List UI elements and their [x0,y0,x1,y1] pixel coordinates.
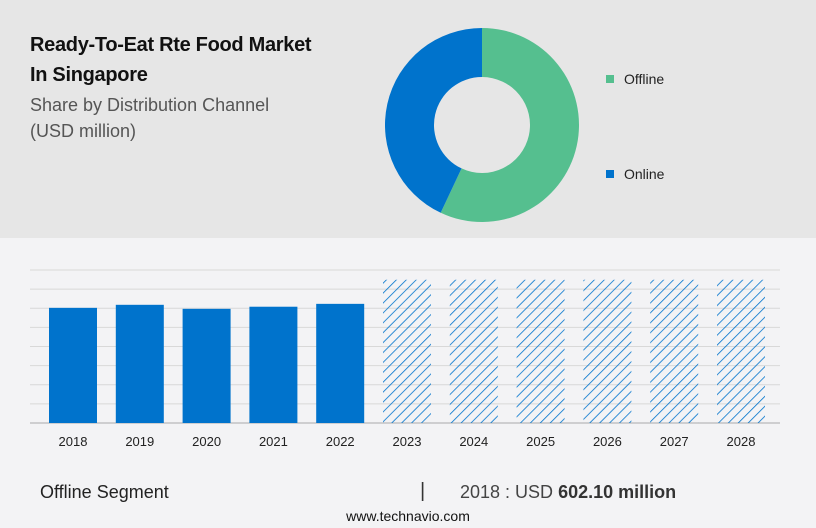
bar-2021 [249,306,298,423]
title-line-1: Ready-To-Eat Rte Food Market [30,34,312,56]
donut-chart [385,28,579,223]
x-tick-label-2028: 2028 [727,434,756,449]
x-tick-label-2020: 2020 [192,434,221,449]
forecast-bar-2027 [650,279,699,423]
x-tick-label-2019: 2019 [125,434,154,449]
bar-2018 [49,307,97,423]
x-tick-label-2018: 2018 [59,434,88,449]
forecast-bar-2025 [516,279,565,423]
legend-swatch-online [606,170,614,178]
bar-chart: 2018 2019 2020 2021 2022 2023 2024 2025 2026 2027… [30,269,780,449]
legend-offline: Offline [606,71,664,87]
legend-label-offline: Offline [624,71,665,87]
bar-2022 [316,303,365,423]
x-tick-label-2022: 2022 [326,434,355,449]
page-title: Ready-To-Eat Rte Food Market In Singapor… [30,30,312,90]
website-link[interactable]: www.technavio.com [346,508,470,524]
bar-2019 [115,304,164,423]
subtitle: Share by Distribution Channel (USD milli… [30,92,269,144]
x-tick-label-2025: 2025 [526,434,555,449]
forecast-bar-2026 [583,279,632,423]
legend-swatch-offline [606,75,614,83]
footer-value: 2018 : USD 602.10 million [460,482,676,503]
title-line-2: In Singapore [30,64,148,86]
footer-segment: Offline Segment [40,482,169,502]
x-tick-label-2024: 2024 [459,434,488,449]
x-tick-label-2023: 2023 [393,434,422,449]
x-tick-label-2021: 2021 [259,434,288,449]
legend-label-online: Online [624,166,665,182]
forecast-bar-2023 [383,279,431,423]
subtitle-line-2: (USD million) [30,121,137,141]
x-tick-label-2027: 2027 [660,434,689,449]
bar-2020 [182,308,231,423]
forecast-bar-2024 [449,279,498,423]
footer-value-amount: 602.10 million [558,482,677,502]
footer-year-label: 2018 : USD [460,482,554,502]
donut-slice-online [385,28,482,213]
footer-separator: | [420,480,426,502]
x-tick-label-2026: 2026 [593,434,622,449]
forecast-bar-2028 [717,279,765,423]
donut-slice-offline [440,28,579,223]
subtitle-line-1: Share by Distribution Channel [30,95,270,115]
legend-online: Online [606,166,664,182]
